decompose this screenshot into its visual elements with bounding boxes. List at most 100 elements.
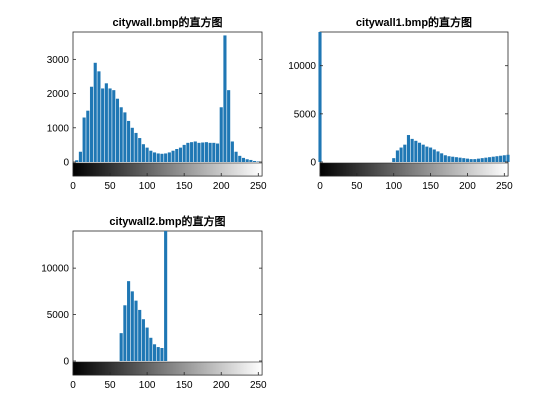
histogram-bar [93,62,97,162]
histogram-bar [215,143,220,162]
x-tick-label: 50 [351,181,363,192]
histogram-bar [175,149,179,162]
histogram-bar [429,147,433,162]
x-tick-label: 250 [496,181,513,192]
histogram-bar [227,90,231,162]
histogram-bar [160,348,164,361]
histogram-bar [130,291,134,361]
histogram-bar [256,161,260,162]
x-tick-label: 150 [176,380,193,391]
histogram-bar [104,83,108,162]
histogram-bar [499,155,503,162]
y-tick-label: 2000 [47,89,70,100]
histogram-bar [443,155,447,162]
histogram-bar [234,151,238,162]
histogram-bar [399,147,403,162]
x-tick-label: 200 [213,380,230,391]
histogram-bar [238,155,242,162]
histogram-bar [245,159,249,162]
chart-title: citywall2.bmp的直方图 [109,214,225,228]
histogram-bar [186,142,190,162]
histogram-bar [208,142,212,162]
x-tick-label: 250 [250,380,267,391]
x-tick-label: 250 [250,181,267,192]
histogram-bar [152,344,157,361]
histogram-bar [182,144,186,162]
histogram-bar [156,153,160,162]
histogram-bar [204,142,208,162]
histogram-bar [164,153,168,162]
y-tick-label: 10000 [288,61,316,72]
histogram-bar [134,300,138,361]
histogram-bar [465,158,469,162]
histogram-bar [436,151,440,162]
histogram-panel-1: citywall.bmp的直方图 0 50 100 150 200 250 0 1000 2000… [47,15,267,192]
histogram-bar [190,142,194,162]
y-tick-label: 10000 [41,264,69,275]
x-tick-label: 200 [459,181,476,192]
histogram-bar [484,157,488,162]
histogram-bar [406,135,411,162]
histogram-bar [108,88,112,162]
grayscale-colorbar [72,361,263,376]
x-tick-label: 0 [70,181,76,192]
histogram-bar [145,327,149,361]
histogram-bar [491,156,495,162]
histogram-bar [480,158,484,162]
x-tick-label: 0 [317,181,323,192]
histogram-bar [138,138,142,162]
histogram-bar [160,153,164,162]
axes-box [319,31,509,177]
y-tick-label: 0 [63,357,69,368]
histogram-bar [75,160,79,162]
histogram-bar [97,71,101,162]
histogram-bar [119,333,123,361]
histogram-bar [417,142,422,162]
histogram-bar [249,159,253,162]
histogram-bar [223,35,227,162]
x-tick-label: 150 [422,181,439,192]
grayscale-colorbar [72,162,263,177]
histogram-bar [462,158,466,162]
histogram-bar [253,160,257,162]
histogram-bar [178,147,183,162]
histogram-bar [119,107,123,162]
x-tick-label: 100 [385,181,402,192]
histogram-bar [171,150,175,162]
y-tick-label: 3000 [47,55,70,66]
histogram-bar [101,88,105,162]
histogram-bar [127,281,131,361]
grayscale-colorbar [319,162,509,177]
histogram-bar [156,347,160,361]
histogram-bar [212,142,216,162]
histogram-bar [134,132,138,162]
histogram-bar [78,151,82,162]
histogram-bar [506,154,510,162]
y-tick-label: 5000 [47,310,70,321]
histogram-bar [89,86,94,162]
histogram-bar [425,146,429,162]
x-tick-label: 0 [70,380,76,391]
histogram-bar [86,110,90,162]
x-tick-label: 200 [213,181,230,192]
histogram-bar [447,156,451,162]
histogram-bar [193,141,197,162]
x-tick-label: 100 [139,181,156,192]
y-tick-label: 5000 [294,109,317,120]
y-tick-label: 0 [63,158,69,169]
histogram-bar [451,156,455,162]
y-tick-label: 0 [310,158,316,169]
histogram-bar [149,337,153,361]
histogram-bar [476,158,481,162]
histogram-bar [164,231,168,361]
histogram-bar [149,150,153,162]
histogram-panel-3: citywall2.bmp的直方图 0 50 100 150 200 250 0 5000 100… [41,214,267,391]
histogram-bar [495,156,499,162]
chart-title: citywall.bmp的直方图 [112,15,222,29]
histogram-bar [127,120,131,162]
histogram-bar [403,144,407,162]
histogram-bar [488,157,492,162]
histogram-bar [421,144,425,162]
histogram-bar [473,159,477,162]
